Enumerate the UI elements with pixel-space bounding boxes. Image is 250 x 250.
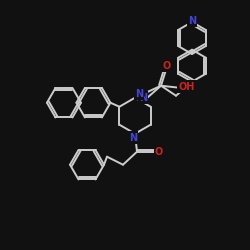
Text: OH: OH: [179, 82, 195, 92]
Text: N: N: [135, 89, 143, 99]
Text: N: N: [139, 93, 147, 103]
Text: O: O: [155, 147, 163, 157]
Text: O: O: [163, 61, 171, 71]
Text: N: N: [188, 16, 196, 26]
Text: N: N: [129, 133, 137, 143]
